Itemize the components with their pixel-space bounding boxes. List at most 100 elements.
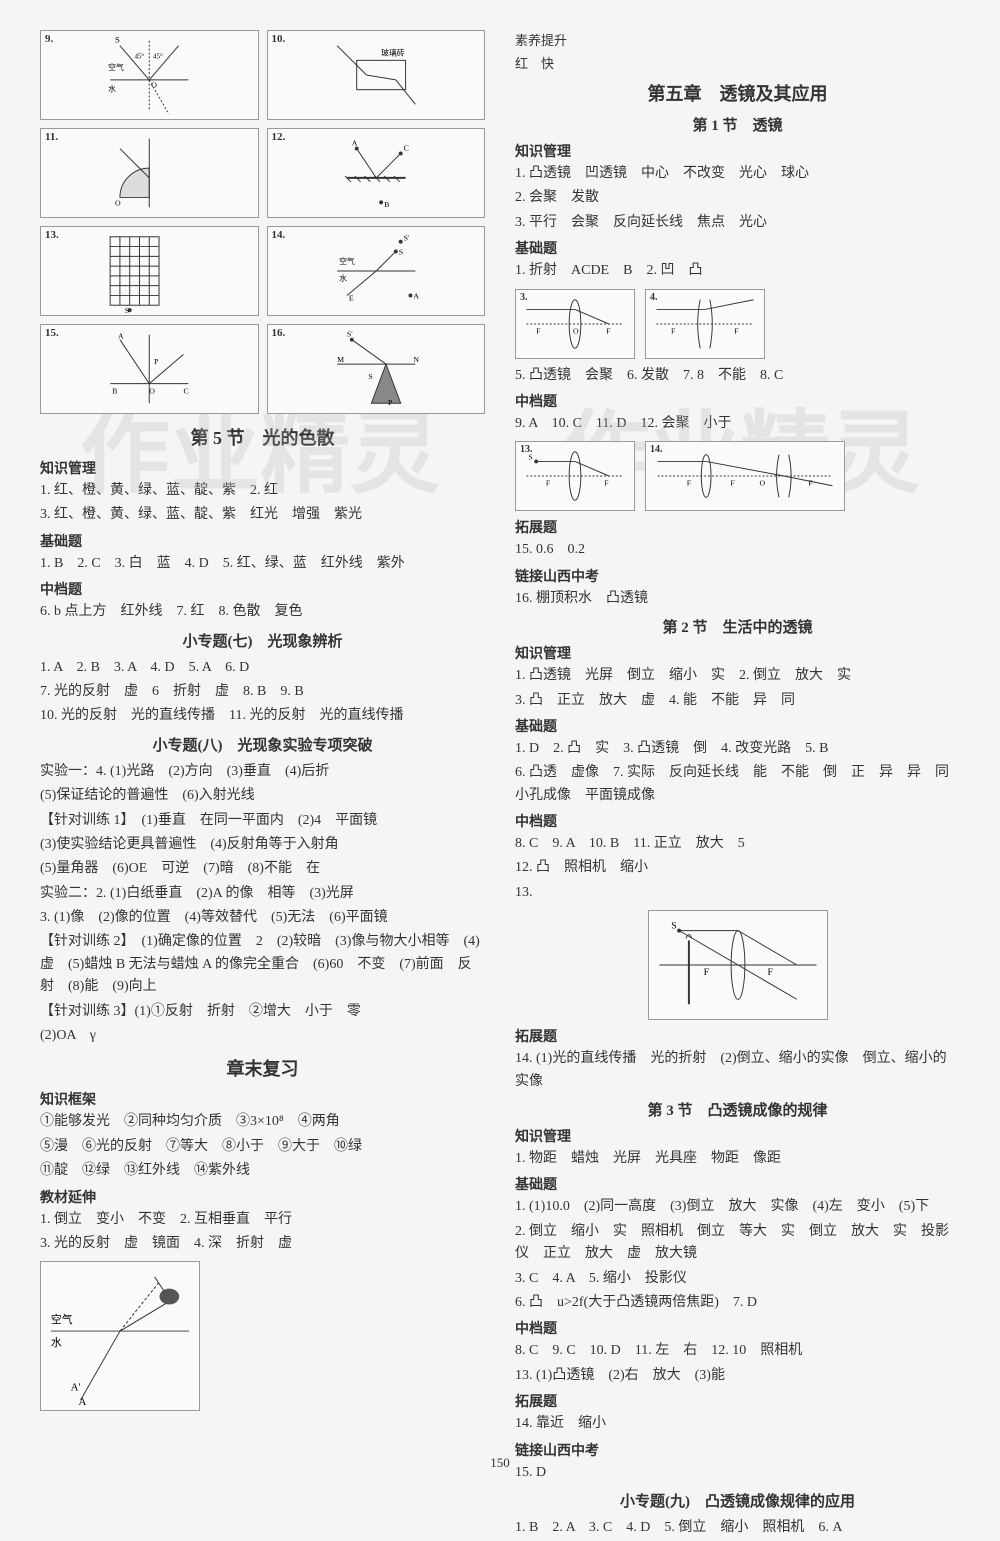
- s2-b6: 6. 凸透 虚像 7. 实际 反向延长线 能 不能 倒 正 异 异 同 小孔成像…: [515, 762, 960, 807]
- topic9-title: 小专题(九) 凸透镜成像规律的应用: [515, 1490, 960, 1511]
- rev-e3: 3. 光的反射 虚 镜面 4. 深 折射 虚: [40, 1233, 485, 1255]
- ch5-s3-title: 第 3 节 凸透镜成像的规律: [515, 1099, 960, 1120]
- zskj-label: 知识框架: [40, 1089, 485, 1109]
- svg-text:F: F: [687, 479, 692, 488]
- zsgl-label-1: 知识管理: [40, 458, 485, 478]
- s2-k1: 1. 凸透镜 光屏 倒立 缩小 实 2. 倒立 放大 实: [515, 665, 960, 687]
- svg-text:O: O: [115, 198, 121, 207]
- s1-zdt: 中档题: [515, 391, 960, 411]
- diagram-grid: 9. S 45° 45° 空气 水 O 10.: [40, 30, 485, 414]
- ch5-s2-title: 第 2 节 生活中的透镜: [515, 616, 960, 637]
- zdt-label-1: 中档题: [40, 579, 485, 599]
- ch5-s1-title: 第 1 节 透镜: [515, 114, 960, 135]
- s1-k2: 2. 会聚 发散: [515, 187, 960, 209]
- diagram-num-10: 10.: [272, 33, 286, 45]
- diagram-14: 14. S' S A 空气 水 E: [267, 226, 486, 316]
- svg-text:A: A: [413, 291, 419, 300]
- s3-b3: 3. C 4. A 5. 缩小 投影仪: [515, 1268, 960, 1290]
- svg-text:O: O: [151, 81, 157, 90]
- s2-m13: 13.: [515, 882, 960, 904]
- t8-t1c: (5)量角器 (6)OE 可逆 (7)暗 (8)不能 在: [40, 858, 485, 880]
- page-content: 9. S 45° 45° 空气 水 O 10.: [40, 30, 960, 1541]
- ch5-title: 第五章 透镜及其应用: [515, 80, 960, 106]
- t8-e1b: (5)保证结论的普遍性 (6)入射光线: [40, 785, 485, 807]
- s3-zsgl: 知识管理: [515, 1126, 960, 1146]
- s3-m8: 8. C 9. C 10. D 11. 左 右 12. 10 照相机: [515, 1340, 960, 1362]
- s3-b1: 1. (1)10.0 (2)同一高度 (3)倒立 放大 实像 (4)左 变小 (…: [515, 1196, 960, 1218]
- s1-k1: 1. 凸透镜 凹透镜 中心 不改变 光心 球心: [515, 163, 960, 185]
- diagram-num-14: 14.: [272, 229, 286, 241]
- jcys-label: 教材延伸: [40, 1187, 485, 1207]
- svg-text:水: 水: [339, 273, 347, 283]
- s3-jct: 基础题: [515, 1174, 960, 1194]
- t8-t3: 【针对训练 3】(1)①反射 折射 ②增大 小于 零: [40, 1001, 485, 1023]
- svg-text:O: O: [573, 326, 579, 335]
- rev-f3: ⑪靛 ⑫绿 ⑬红外线 ⑭紫外线: [40, 1160, 485, 1182]
- svg-text:空气: 空气: [108, 62, 124, 72]
- svg-text:B: B: [112, 386, 117, 395]
- t8-t2: 【针对训练 2】 (1)确定像的位置 2 (2)较暗 (3)像与物大小相等 (4…: [40, 931, 485, 998]
- s2-diagram-13: S FF: [648, 910, 828, 1020]
- topic8-title: 小专题(八) 光现象实验专项突破: [40, 734, 485, 755]
- page-number: 150: [490, 1455, 510, 1471]
- t9-l1: 1. B 2. A 3. C 4. D 5. 倒立 缩小 照相机 6. A: [515, 1517, 960, 1539]
- svg-text:F: F: [536, 326, 541, 335]
- t7-l10: 10. 光的反射 光的直线传播 11. 光的反射 光的直线传播: [40, 705, 485, 727]
- s1-d3-num: 3.: [520, 292, 528, 303]
- t8-t3b: (2)OA γ: [40, 1025, 485, 1047]
- s1-tzt: 拓展题: [515, 517, 960, 537]
- svg-text:S: S: [671, 921, 676, 932]
- s1-link: 链接山西中考: [515, 566, 960, 586]
- jct-label-1: 基础题: [40, 531, 485, 551]
- diagram-10: 10. 玻璃砖: [267, 30, 486, 120]
- sec5-k1: 1. 红、橙、黄、绿、蓝、靛、紫 2. 红: [40, 480, 485, 502]
- s2-zsgl: 知识管理: [515, 643, 960, 663]
- right-column: 素养提升 红 快 第五章 透镜及其应用 第 1 节 透镜 知识管理 1. 凸透镜…: [515, 30, 960, 1541]
- diagram-num-11: 11.: [45, 131, 58, 143]
- svg-text:F: F: [546, 479, 551, 488]
- svg-text:空气: 空气: [51, 1313, 73, 1327]
- svg-text:O: O: [149, 386, 155, 395]
- diagram-num-13: 13.: [45, 229, 59, 241]
- syts-label: 素养提升: [515, 30, 960, 49]
- rev-e1: 1. 倒立 变小 不变 2. 互相垂直 平行: [40, 1209, 485, 1231]
- s1-zsgl: 知识管理: [515, 141, 960, 161]
- svg-text:M: M: [337, 355, 344, 364]
- s1-d13-num: 13.: [520, 444, 533, 455]
- s2-k3: 3. 凸 正立 放大 虚 4. 能 不能 异 同: [515, 690, 960, 712]
- s1-diagrams-row1: 3. FOF 4. FF: [515, 289, 960, 359]
- diagram-13: 13. S: [40, 226, 259, 316]
- svg-text:O: O: [760, 479, 766, 488]
- svg-text:S: S: [398, 247, 402, 256]
- s1-d14-num: 14.: [650, 444, 663, 455]
- s3-b2: 2. 倒立 缩小 实 照相机 倒立 等大 实 倒立 放大 实 投影仪 正立 放大…: [515, 1221, 960, 1266]
- s1-m9: 9. A 10. C 11. D 12. 会聚 小于: [515, 413, 960, 435]
- diagram-num-15: 15.: [45, 327, 59, 339]
- svg-text:空气: 空气: [339, 256, 355, 266]
- t7-l1: 1. A 2. B 3. A 4. D 5. A 6. D: [40, 657, 485, 679]
- sec5-b1: 1. B 2. C 3. 白 蓝 4. D 5. 红、绿、蓝 红外线 紫外: [40, 553, 485, 575]
- s1-l16: 16. 棚顶积水 凸透镜: [515, 588, 960, 610]
- svg-text:A: A: [351, 139, 357, 148]
- svg-text:A': A': [71, 1382, 81, 1394]
- review-diagram: 空气 水 A' A: [40, 1261, 200, 1411]
- diagram-num-12: 12.: [272, 131, 286, 143]
- svg-text:S': S': [346, 330, 352, 339]
- s2-m12: 12. 凸 照相机 缩小: [515, 857, 960, 879]
- rev-f2: ⑤漫 ⑥光的反射 ⑦等大 ⑧小于 ⑨大于 ⑩绿: [40, 1136, 485, 1158]
- sec5-k3: 3. 红、橙、黄、绿、蓝、靛、紫 红光 增强 紫光: [40, 504, 485, 526]
- diagram-15: 15. A P B O C: [40, 324, 259, 414]
- s1-diagrams-row2: 13. S FF 14. FF OF: [515, 441, 960, 511]
- s1-jct: 基础题: [515, 238, 960, 258]
- s2-t14: 14. (1)光的直线传播 光的折射 (2)倒立、缩小的实像 倒立、缩小的实像: [515, 1048, 960, 1093]
- s1-k3: 3. 平行 会聚 反向延长线 焦点 光心: [515, 212, 960, 234]
- diagram-num-16: 16.: [272, 327, 286, 339]
- svg-text:E: E: [348, 293, 353, 302]
- s3-t14: 14. 靠近 缩小: [515, 1413, 960, 1435]
- svg-text:水: 水: [108, 84, 116, 94]
- svg-text:A: A: [118, 332, 124, 341]
- s2-b1: 1. D 2. 凸 实 3. 凸透镜 倒 4. 改变光路 5. B: [515, 738, 960, 760]
- section-5-title: 第 5 节 光的色散: [40, 424, 485, 450]
- s3-l15: 15. D: [515, 1462, 960, 1484]
- svg-text:C: C: [403, 144, 408, 153]
